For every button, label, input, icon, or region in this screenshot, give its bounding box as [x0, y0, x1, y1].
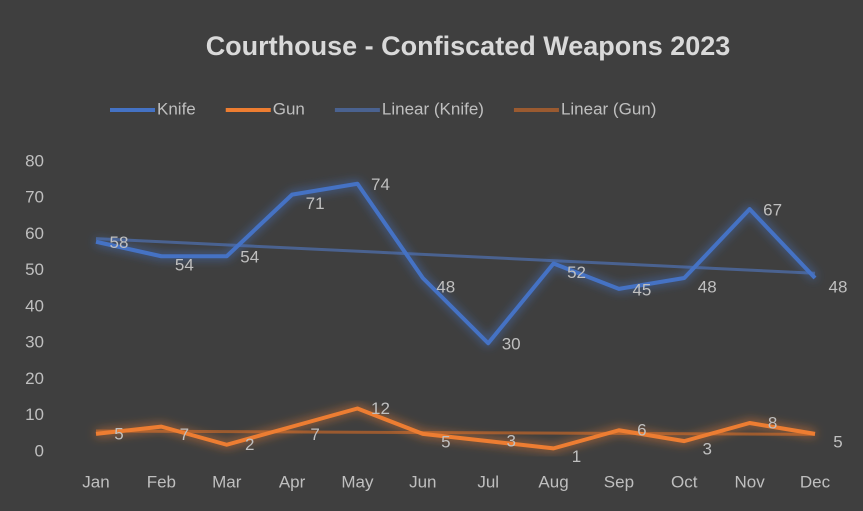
- chart-title: Courthouse - Confiscated Weapons 2023: [206, 31, 731, 61]
- data-label: 48: [829, 277, 848, 296]
- legend-label: Gun: [273, 99, 305, 118]
- y-tick-label: 10: [25, 405, 44, 424]
- data-label: 71: [306, 194, 325, 213]
- y-tick-label: 40: [25, 296, 44, 315]
- y-tick-label: 0: [35, 441, 44, 460]
- data-label: 1: [572, 447, 581, 466]
- data-label: 5: [114, 424, 123, 443]
- y-tick-label: 60: [25, 224, 44, 243]
- x-tick-label: May: [341, 472, 374, 491]
- data-label: 6: [637, 421, 646, 440]
- trendline: [95, 429, 816, 436]
- data-label: 54: [240, 248, 259, 267]
- legend: Knife Gun Linear (Knife) Linear (Gun): [110, 99, 656, 118]
- data-label: 2: [245, 435, 254, 454]
- legend-label: Linear (Knife): [382, 99, 484, 118]
- x-tick-label: Jun: [409, 472, 436, 491]
- data-label: 74: [371, 175, 390, 194]
- x-tick-label: Aug: [538, 472, 568, 491]
- x-tick-label: Jan: [82, 472, 109, 491]
- data-label: 5: [441, 432, 450, 451]
- legend-label: Linear (Gun): [561, 99, 656, 118]
- x-tick-label: Oct: [671, 472, 698, 491]
- series-line: [95, 406, 816, 451]
- y-tick-label: 50: [25, 260, 44, 279]
- x-tick-label: Nov: [735, 472, 766, 491]
- data-label: 7: [310, 425, 319, 444]
- y-tick-label: 30: [25, 333, 44, 352]
- data-label: 45: [632, 280, 651, 299]
- data-label: 7: [180, 425, 189, 444]
- data-label: 48: [698, 277, 717, 296]
- x-tick-label: Feb: [147, 472, 176, 491]
- data-label: 3: [703, 440, 712, 459]
- data-label: 67: [763, 201, 782, 220]
- data-label: 48: [436, 277, 455, 296]
- y-tick-label: 80: [25, 151, 44, 170]
- x-tick-label: Jul: [477, 472, 499, 491]
- data-label: 52: [567, 263, 586, 282]
- series-line: [95, 181, 817, 346]
- data-label: 30: [502, 335, 521, 354]
- x-tick-label: Sep: [604, 472, 634, 491]
- data-label: 5: [833, 432, 842, 451]
- data-label: 3: [506, 432, 515, 451]
- x-tick-label: Mar: [212, 472, 242, 491]
- x-tick-label: Dec: [800, 472, 831, 491]
- data-label: 54: [175, 256, 194, 275]
- y-tick-label: 20: [25, 369, 44, 388]
- y-tick-label: 70: [25, 188, 44, 207]
- data-label: 58: [110, 233, 129, 252]
- x-tick-label: Apr: [279, 472, 306, 491]
- data-label: 8: [768, 413, 777, 432]
- legend-label: Knife: [157, 99, 196, 118]
- data-label: 12: [371, 399, 390, 418]
